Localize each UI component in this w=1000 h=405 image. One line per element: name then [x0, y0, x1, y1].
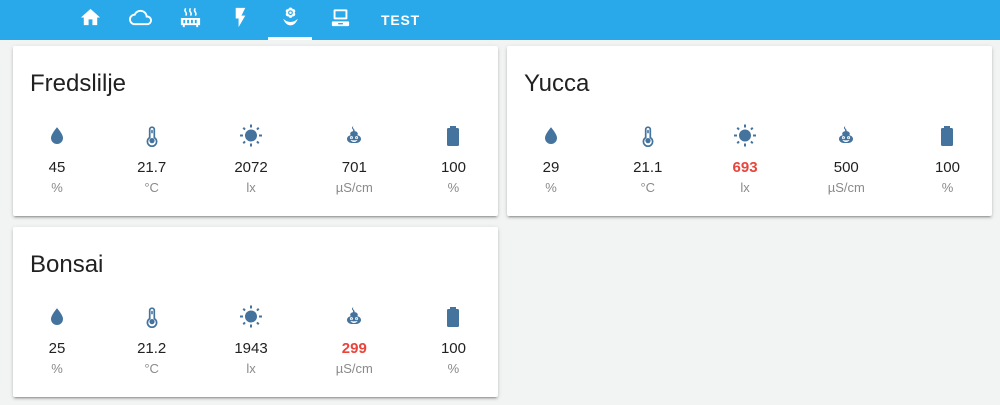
sensor-brightness[interactable]: 693 lx	[733, 124, 758, 195]
tab-computer[interactable]	[315, 0, 365, 40]
sensor-unit: µS/cm	[335, 361, 373, 376]
sensor-conductivity[interactable]: 701 µS/cm	[336, 124, 373, 195]
sensor-unit: %	[941, 180, 954, 195]
computer-icon	[329, 6, 352, 34]
sensor-row: 45 % 21.7 °C 2072 lx 701 µS/cm 100 %	[13, 98, 498, 195]
cloud-icon	[128, 6, 152, 34]
sensor-value: 21.2	[137, 340, 167, 357]
battery-icon	[935, 124, 959, 148]
thermometer-icon	[140, 305, 164, 329]
sun-icon	[239, 305, 263, 329]
app-header: TEST	[0, 0, 1000, 40]
sensor-unit: °C	[640, 180, 656, 195]
sensor-unit: °C	[144, 180, 159, 195]
tab-energy[interactable]	[215, 0, 265, 40]
sensor-conductivity[interactable]: 299 µS/cm	[336, 305, 373, 376]
sun-icon	[733, 124, 757, 148]
sensor-unit: %	[447, 361, 460, 376]
sensor-value: 701	[341, 159, 367, 176]
sensor-value: 1943	[234, 340, 268, 357]
sensor-value: 100	[934, 159, 960, 176]
tab-test[interactable]: TEST	[381, 12, 420, 28]
tab-home[interactable]	[65, 0, 115, 40]
thermometer-icon	[140, 124, 164, 148]
sensor-moisture[interactable]: 45 %	[45, 124, 69, 195]
plant-card-title: Bonsai	[30, 251, 104, 278]
sensor-value: 500	[833, 159, 859, 176]
tab-bar: TEST	[0, 0, 436, 40]
water-drop-icon	[45, 305, 69, 329]
sensor-battery[interactable]: 100 %	[441, 305, 466, 376]
flower-icon	[279, 6, 302, 34]
sensor-battery[interactable]: 100 %	[935, 124, 960, 195]
sensor-unit: %	[51, 361, 63, 376]
sensor-value: 2072	[234, 159, 268, 176]
poop-icon	[834, 124, 858, 148]
sensor-value: 45	[48, 159, 66, 176]
tab-radiator[interactable]	[165, 0, 215, 40]
plant-cards-grid: Fredslilje 45 % 21.7 °C 2072 lx 701 µS/c…	[0, 40, 1000, 405]
sensor-unit: %	[545, 180, 557, 195]
sensor-value: 25	[48, 340, 66, 357]
sun-icon	[239, 124, 263, 148]
sensor-row: 25 % 21.2 °C 1943 lx 299 µS/cm 100 %	[13, 279, 498, 376]
sensor-value: 100	[440, 159, 466, 176]
water-drop-icon	[45, 124, 69, 148]
plant-card-title: Yucca	[524, 70, 590, 97]
tab-plants[interactable]	[265, 0, 315, 40]
sensor-unit: %	[51, 180, 63, 195]
sensor-value: 21.1	[633, 159, 663, 176]
sensor-value: 21.7	[137, 159, 167, 176]
sensor-unit: lx	[740, 180, 750, 195]
sensor-conductivity[interactable]: 500 µS/cm	[828, 124, 865, 195]
plant-card-bonsai: Bonsai 25 % 21.2 °C 1943 lx 299 µS/cm	[13, 227, 498, 397]
home-icon	[79, 6, 102, 34]
sensor-unit: °C	[144, 361, 159, 376]
sensor-unit: lx	[246, 180, 256, 195]
battery-icon	[441, 124, 465, 148]
sensor-temperature[interactable]: 21.7 °C	[137, 124, 166, 195]
sensor-battery[interactable]: 100 %	[441, 124, 466, 195]
tab-weather[interactable]	[115, 0, 165, 40]
thermometer-icon	[636, 124, 660, 148]
sensor-value: 100	[440, 340, 466, 357]
plant-card-title: Fredslilje	[30, 70, 127, 97]
sensor-temperature[interactable]: 21.2 °C	[137, 305, 166, 376]
plant-card-fredslilje: Fredslilje 45 % 21.7 °C 2072 lx 701 µS/c…	[13, 46, 498, 216]
radiator-icon	[179, 6, 202, 34]
sensor-unit: lx	[246, 361, 256, 376]
poop-icon	[342, 124, 366, 148]
poop-icon	[342, 305, 366, 329]
sensor-unit: µS/cm	[827, 180, 865, 195]
water-drop-icon	[539, 124, 563, 148]
sensor-value: 693	[732, 159, 758, 176]
battery-icon	[441, 305, 465, 329]
sensor-value: 29	[542, 159, 560, 176]
sensor-unit: %	[447, 180, 460, 195]
sensor-unit: µS/cm	[335, 180, 373, 195]
sensor-brightness[interactable]: 2072 lx	[234, 124, 268, 195]
sensor-value: 299	[341, 340, 367, 357]
sensor-temperature[interactable]: 21.1 °C	[633, 124, 662, 195]
sensor-row: 29 % 21.1 °C 693 lx 500 µS/cm 100 %	[507, 98, 992, 195]
sensor-brightness[interactable]: 1943 lx	[234, 305, 268, 376]
flash-icon	[229, 6, 252, 34]
sensor-moisture[interactable]: 25 %	[45, 305, 69, 376]
plant-card-yucca: Yucca 29 % 21.1 °C 693 lx 500 µS/cm	[507, 46, 992, 216]
sensor-moisture[interactable]: 29 %	[539, 124, 563, 195]
